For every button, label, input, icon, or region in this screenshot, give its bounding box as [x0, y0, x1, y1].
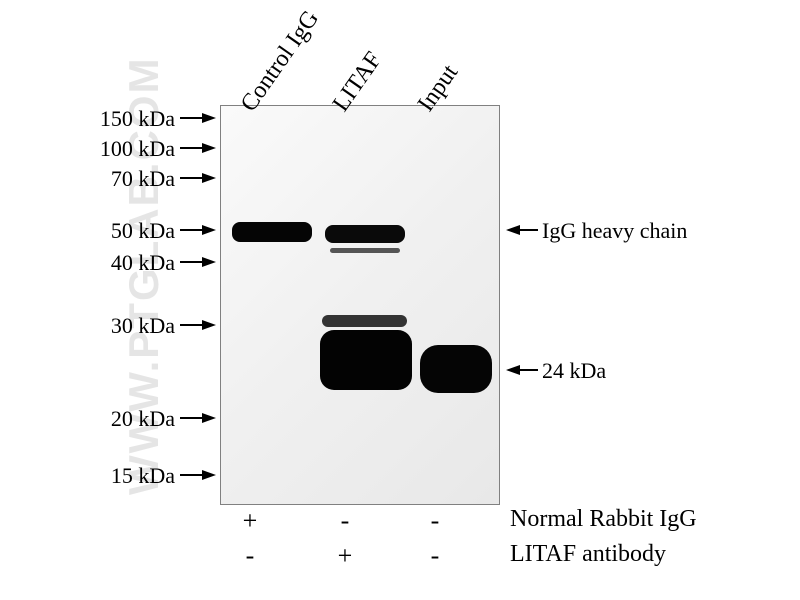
- mw-marker-label: 30 kDa: [111, 313, 175, 339]
- blot-band: [232, 222, 312, 242]
- mw-marker-label: 20 kDa: [111, 406, 175, 432]
- mw-marker-arrow-head-icon: [202, 225, 216, 235]
- band-annotation-arrow-head-icon: [506, 365, 520, 375]
- band-annotation-arrow-stem: [520, 369, 538, 371]
- mw-marker-label: 150 kDa: [100, 106, 175, 132]
- mw-marker-label: 100 kDa: [100, 136, 175, 162]
- mw-marker-label: 70 kDa: [111, 166, 175, 192]
- mw-marker-arrow-stem: [180, 324, 202, 326]
- band-annotation-label: 24 kDa: [542, 358, 606, 384]
- mw-marker-label: 50 kDa: [111, 218, 175, 244]
- loading-cell: +: [315, 541, 375, 571]
- mw-marker-arrow-head-icon: [202, 173, 216, 183]
- mw-marker-arrow-head-icon: [202, 257, 216, 267]
- mw-marker-arrow-head-icon: [202, 320, 216, 330]
- mw-marker-arrow-head-icon: [202, 113, 216, 123]
- loading-row-label: LITAF antibody: [510, 541, 666, 568]
- loading-cell: -: [405, 506, 465, 536]
- blot-membrane: [220, 105, 500, 505]
- mw-marker-arrow-head-icon: [202, 470, 216, 480]
- mw-marker-label: 40 kDa: [111, 250, 175, 276]
- mw-marker-arrow-stem: [180, 261, 202, 263]
- mw-marker-label: 15 kDa: [111, 463, 175, 489]
- lane-label-control-igg: Control IgG: [236, 6, 325, 117]
- mw-marker-arrow-stem: [180, 117, 202, 119]
- figure-container: WWW.PTGLAB.COM Control IgG LITAF Input 1…: [0, 0, 800, 600]
- blot-band: [320, 330, 412, 390]
- band-annotation-arrow-stem: [520, 229, 538, 231]
- mw-marker-arrow-stem: [180, 417, 202, 419]
- mw-marker-arrow-head-icon: [202, 143, 216, 153]
- mw-marker-arrow-head-icon: [202, 413, 216, 423]
- blot-band: [330, 248, 400, 253]
- loading-cell: -: [405, 541, 465, 571]
- loading-cell: +: [220, 506, 280, 536]
- mw-marker-arrow-stem: [180, 177, 202, 179]
- mw-marker-arrow-stem: [180, 474, 202, 476]
- blot-band: [420, 345, 492, 393]
- blot-band: [325, 225, 405, 243]
- blot-band: [322, 315, 407, 327]
- mw-marker-arrow-stem: [180, 147, 202, 149]
- loading-cell: -: [315, 506, 375, 536]
- band-annotation-label: IgG heavy chain: [542, 218, 687, 244]
- loading-row-label: Normal Rabbit IgG: [510, 506, 697, 533]
- band-annotation-arrow-head-icon: [506, 225, 520, 235]
- loading-cell: -: [220, 541, 280, 571]
- mw-marker-arrow-stem: [180, 229, 202, 231]
